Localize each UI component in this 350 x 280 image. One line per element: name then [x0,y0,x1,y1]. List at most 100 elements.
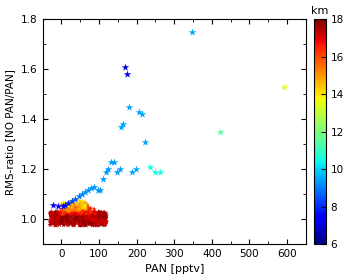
Point [80,210,86,214]
Point [92,211,98,216]
Point [94,223,100,227]
Point [55,213,61,218]
Point [66,204,72,208]
Point [99,222,105,227]
Point [96,220,101,225]
Point [85,213,91,218]
Point [71,212,76,216]
Point [100,222,105,227]
Point [89,213,94,218]
Point [83,216,89,221]
Point [99,221,105,225]
Point [65,202,71,206]
Point [114,169,120,174]
Point [100,221,105,225]
Point [74,198,80,202]
Point [68,210,73,214]
Point [66,213,72,218]
Point [88,219,93,223]
Point [64,211,70,215]
Point [82,222,88,227]
Point [80,220,85,224]
Point [70,201,76,205]
Point [53,217,58,221]
Point [93,221,99,226]
Point [62,221,67,226]
Point [89,219,95,223]
Point [63,217,69,222]
Point [76,194,82,198]
Point [61,204,67,209]
Point [54,209,60,214]
Point [62,219,68,223]
Point [71,207,76,212]
Point [81,218,86,223]
Point [49,212,55,216]
Point [100,216,106,220]
Point [66,206,72,210]
Point [49,210,55,214]
Point [59,217,64,221]
Point [59,212,64,216]
Point [85,219,91,224]
Point [51,220,57,225]
Point [65,216,71,221]
Point [77,216,83,221]
Point [85,209,91,214]
Point [85,213,90,218]
Point [61,200,66,205]
Point [82,219,88,223]
Point [92,210,97,214]
Point [57,219,63,224]
Point [51,213,57,218]
Point [54,216,60,220]
Point [78,210,84,215]
Point [102,222,107,227]
Point [67,213,72,217]
Point [86,222,92,227]
Point [56,214,62,218]
Point [65,200,71,205]
Point [48,210,53,215]
Point [77,212,83,217]
Point [96,210,101,214]
Point [50,212,56,216]
Point [90,213,95,217]
Point [101,222,106,227]
Point [64,202,70,207]
Point [61,210,66,215]
Point [98,210,104,215]
Point [98,221,103,226]
Point [62,204,68,208]
Point [89,221,94,226]
Point [84,204,90,209]
Point [69,220,75,225]
Point [94,221,100,225]
Point [59,202,65,207]
Point [83,222,88,227]
Point [92,184,97,189]
Point [48,220,54,225]
Point [78,211,83,215]
Point [86,220,92,224]
Title: km: km [312,6,329,16]
Point [77,223,82,227]
Point [96,209,102,214]
Point [66,207,72,211]
Point [78,214,84,218]
Point [90,216,96,221]
Point [93,216,98,220]
Point [79,192,84,196]
Point [57,213,63,218]
Point [48,212,54,216]
Point [90,216,95,220]
Point [90,221,96,225]
Point [66,207,72,211]
Point [60,207,65,212]
Point [67,211,72,215]
Point [99,212,104,217]
Point [78,223,83,227]
Point [80,220,86,225]
Point [142,139,148,144]
Point [70,208,75,213]
